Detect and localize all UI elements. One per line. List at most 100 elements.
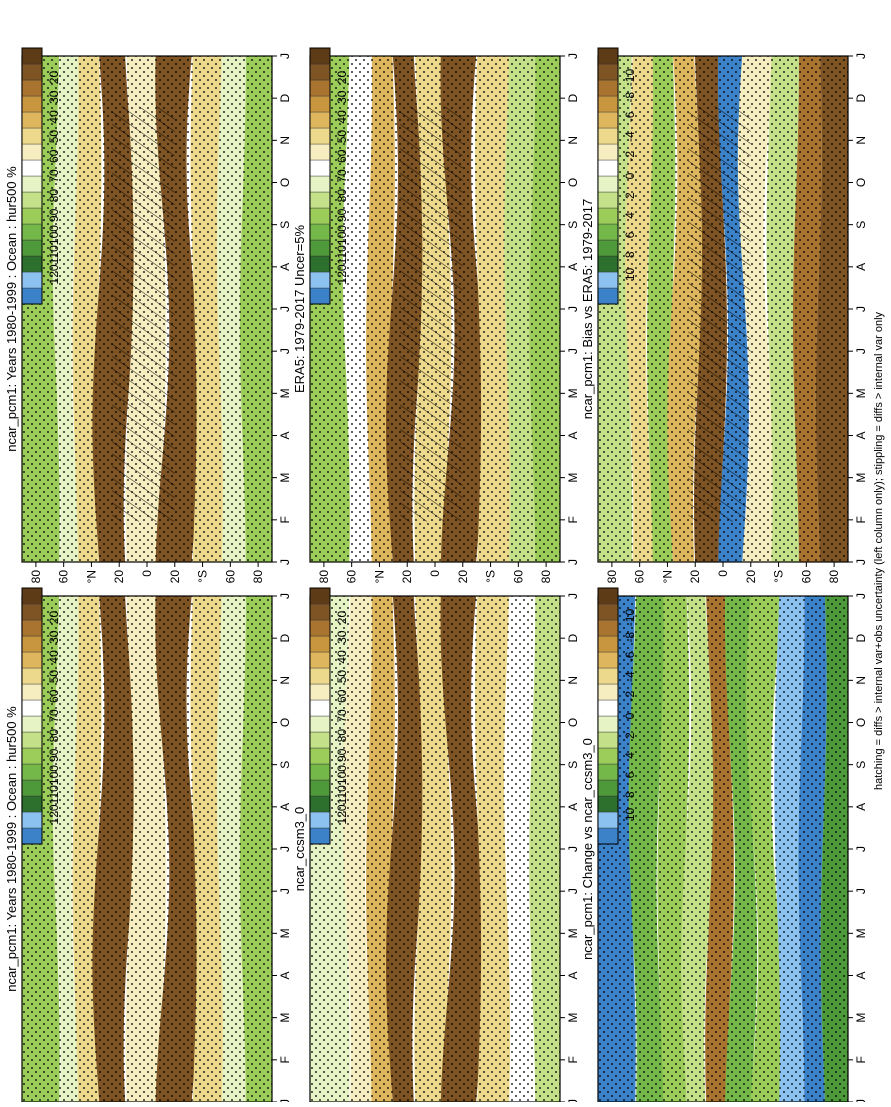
colorbar-label: 50 [335,130,349,144]
colorbar-label: -6 [623,111,637,122]
colorbar-swatch [309,587,331,605]
x-tick-label: N [854,136,868,145]
x-tick-label: A [854,431,868,439]
x-tick-label: O [854,178,868,187]
colorbar-label: 0 [623,172,637,179]
colorbar-swatch [21,619,43,637]
colorbar-frame [309,47,331,305]
colorbar-swatch [597,111,619,129]
colorbar-swatch [597,747,619,765]
x-tick-label: J [278,593,292,599]
colorbar-swatch [309,683,331,701]
x-tick-label: M [278,388,292,398]
x-tick-label: S [854,221,868,229]
colorbar-swatch [309,715,331,733]
colorbar-frame [21,47,43,305]
x-tick-label: J [278,53,292,59]
x-tick-label: A [566,803,580,811]
colorbar-label: 80 [335,729,349,743]
colorbar-swatch [597,95,619,113]
colorbar-swatch [597,63,619,81]
x-tick-label: O [278,178,292,187]
colorbar-swatch [21,63,43,81]
y-tick-label: 80 [29,570,43,584]
colorbar-label: 110 [47,785,61,804]
x-tick-label: M [278,1013,292,1023]
panel-change-plot: JFMAMJJASONDJ8060°N20020°S6080ncar_pcm1:… [580,593,868,1107]
x-tick-label: N [566,136,580,145]
y-tick-label: 80 [317,570,331,584]
y-tick-label: °N [372,570,386,583]
x-tick-label: M [566,928,580,938]
colorbar-swatch [597,239,619,257]
colorbar-label: 50 [335,670,349,684]
colorbar-label: 4 [623,752,637,759]
y-tick-label: 80 [251,570,265,584]
colorbar-swatch [309,779,331,797]
colorbar-label: 90 [47,748,61,762]
x-tick-label: A [566,263,580,271]
colorbar-swatch [21,811,43,829]
colorbar-swatch [309,287,331,305]
colorbar-swatch [309,763,331,781]
x-tick-label: J [566,888,580,894]
hatching-overlay [400,106,463,522]
x-tick-label: M [566,1013,580,1023]
panel-title: ncar_pcm1: Years 1980-1999 : Ocean : hur… [4,706,19,992]
x-tick-label: J [566,846,580,852]
x-tick-label: J [566,53,580,59]
x-tick-label: S [566,761,580,769]
colorbar-swatch [597,587,619,605]
colorbar-swatch [309,635,331,653]
colorbar-label: 70 [47,709,61,723]
x-tick-label: D [278,634,292,643]
colorbar-swatch [597,143,619,161]
x-tick-label: S [278,761,292,769]
y-tick-label: 80 [827,570,841,584]
colorbar-label: -4 [623,131,637,142]
colorbar-label: 30 [335,630,349,644]
y-tick-label: °N [84,570,98,583]
x-tick-label: M [566,473,580,483]
colorbar-label: 90 [335,208,349,222]
colorbar-label: 6 [623,231,637,238]
colorbar-swatch [21,271,43,289]
colorbar-swatch [21,651,43,669]
x-tick-label: M [566,388,580,398]
y-tick-label: 60 [57,570,71,584]
colorbar-swatch [597,715,619,733]
colorbar-label: 120 [47,264,61,284]
colorbar-swatch [21,47,43,65]
panel-era5-plot: J F M A M J J A S O N D J 80 60 °N 20 0 20 °S 60 80 ERA5: 1979… [292,53,580,583]
colorbar-label: 50 [47,130,61,144]
x-tick-label: M [278,473,292,483]
x-tick-label: J [854,53,868,59]
colorbar-label: 60 [335,689,349,703]
x-tick-label: J [854,593,868,599]
colorbar-swatch [21,111,43,129]
colorbar-label: 70 [335,709,349,723]
colorbar-label: 50 [47,670,61,684]
y-tick-label: 80 [539,570,553,584]
colorbar-label: 10 [623,267,637,281]
colorbar-label: 8 [623,251,637,258]
colorbar-label: 60 [47,149,61,163]
x-tick-label: F [566,1056,580,1063]
panel-era5: J F M A M J J A S O N D J 80 60 °N 20 0 20 °S 60 80 ERA5: 1979… [292,47,580,583]
colorbar-label: 20 [47,71,61,85]
stippling-overlay [310,596,560,1102]
colorbar-swatch [21,715,43,733]
x-tick-label: M [278,928,292,938]
colorbar-swatch [309,699,331,717]
x-tick-label: D [278,94,292,103]
colorbar-label: 100 [47,765,61,785]
colorbar-swatch [21,255,43,273]
colorbar-swatch [597,795,619,813]
y-tick-label: 20 [456,570,470,584]
y-tick-label: 60 [345,570,359,584]
